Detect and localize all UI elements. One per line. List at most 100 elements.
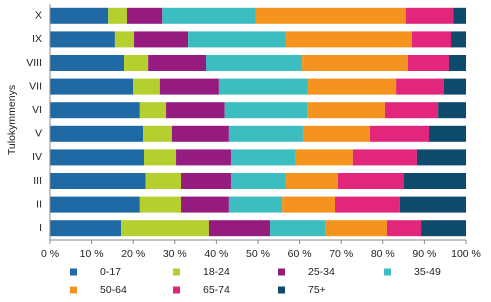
legend-label: 50-64 <box>100 284 127 296</box>
legend-marker <box>278 268 285 276</box>
bar-segment <box>139 196 182 213</box>
bar-segment <box>407 55 449 71</box>
y-tick-label: VII <box>29 80 42 92</box>
x-tick-label: 50 % <box>246 248 270 260</box>
legend-label: 65-74 <box>203 284 230 296</box>
bar-segment <box>171 125 229 142</box>
x-tick-label: 70 % <box>329 248 353 260</box>
bar-segment <box>352 149 417 166</box>
bar-segment <box>145 173 182 189</box>
bar-segment <box>451 31 466 48</box>
y-tick-label: I <box>39 222 42 234</box>
bar-segment <box>124 55 149 71</box>
bar-segment <box>285 31 412 48</box>
bar-segment <box>162 7 256 24</box>
bar-segment <box>181 173 231 189</box>
bar-segment <box>181 196 229 213</box>
x-tick-label: 90 % <box>412 248 436 260</box>
bar-segment <box>285 173 338 189</box>
y-tick-label: IX <box>32 33 42 45</box>
legend-label: 25-34 <box>308 266 335 278</box>
x-tick-label: 100 % <box>451 248 481 260</box>
bar-segment <box>114 31 135 48</box>
bar-segment <box>443 78 466 95</box>
legend-marker <box>173 268 180 276</box>
bar-segment <box>404 173 466 189</box>
bar-segment <box>453 7 466 24</box>
bar-segment <box>50 173 146 189</box>
bar-segment <box>224 102 308 119</box>
bar-segment <box>396 78 444 95</box>
bar-segment <box>139 102 167 119</box>
bar-segment <box>255 7 406 24</box>
legend-marker <box>70 268 77 276</box>
bar-segment <box>416 149 466 166</box>
x-tick-label: 10 % <box>80 248 104 260</box>
bar-segment <box>270 220 326 237</box>
x-tick-label: 30 % <box>163 248 187 260</box>
bar-segment <box>50 102 140 119</box>
bar-segment <box>334 196 400 213</box>
bar-segment <box>50 31 115 48</box>
bar-segment <box>369 125 429 142</box>
legend-label: 35-49 <box>414 266 441 278</box>
bar-segment <box>148 55 206 71</box>
bar-segment <box>325 220 387 237</box>
bar-segment <box>176 149 231 166</box>
bar-segment <box>337 173 405 189</box>
bar-segment <box>230 149 296 166</box>
y-axis-label: Tulokymmenys <box>6 85 18 155</box>
y-tick-label: III <box>33 175 42 187</box>
bar-segment <box>50 196 140 213</box>
y-tick-label: VIII <box>26 57 42 69</box>
bar-segment <box>50 7 109 24</box>
bar-segment <box>50 149 145 166</box>
bar-segment <box>50 125 144 142</box>
bar-segment <box>144 149 177 166</box>
legend-label: 0-17 <box>100 266 121 278</box>
bar-segment <box>228 125 303 142</box>
x-tick-label: 40 % <box>204 248 228 260</box>
legend-label: 75+ <box>308 284 326 296</box>
bar-segment <box>230 173 286 189</box>
y-tick-label: V <box>35 128 42 140</box>
y-tick-label: X <box>35 10 42 22</box>
bar-segment <box>282 196 335 213</box>
bar-segment <box>143 125 172 142</box>
legend-marker <box>384 268 391 276</box>
bar-segment <box>218 78 308 95</box>
bar-segment <box>386 220 422 237</box>
bar-segment <box>438 102 466 119</box>
x-tick-label: 20 % <box>121 248 145 260</box>
bar-segment <box>421 220 466 237</box>
bar-segment <box>228 196 283 213</box>
y-tick-label: II <box>36 198 42 210</box>
legend-label: 18-24 <box>203 266 230 278</box>
bar-segment <box>121 220 209 237</box>
bar-segment <box>188 31 286 48</box>
bar-segment <box>206 55 303 71</box>
bar-segment <box>159 78 219 95</box>
bar-segment <box>302 125 370 142</box>
legend-marker <box>278 286 285 294</box>
bar-segment <box>126 7 163 24</box>
bar-segment <box>134 31 189 48</box>
bar-segment <box>108 7 127 24</box>
bar-segment <box>50 55 125 71</box>
legend-marker <box>70 286 77 294</box>
y-tick-label: IV <box>32 151 42 163</box>
x-tick-label: 60 % <box>288 248 312 260</box>
bar-segment <box>133 78 160 95</box>
bar-segment <box>448 55 466 71</box>
bar-segment <box>50 220 122 237</box>
bar-segment <box>50 78 134 95</box>
bar-segment <box>405 7 454 24</box>
legend-marker <box>173 286 180 294</box>
bar-segment <box>384 102 439 119</box>
bar-segment <box>302 55 408 71</box>
x-tick-label: 80 % <box>371 248 395 260</box>
y-tick-label: VI <box>32 104 42 116</box>
bar-segment <box>428 125 466 142</box>
bar-segment <box>166 102 225 119</box>
